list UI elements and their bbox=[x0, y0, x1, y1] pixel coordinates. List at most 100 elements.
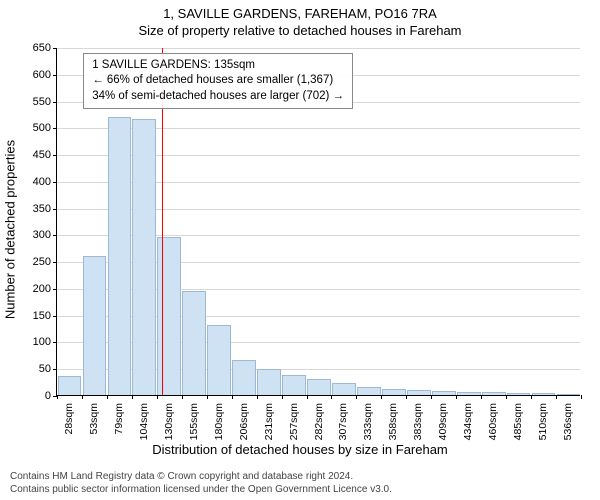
x-tick-label: 409sqm bbox=[437, 403, 449, 440]
histogram-bar bbox=[332, 383, 356, 395]
y-tick-label: 600 bbox=[21, 69, 51, 81]
y-tick-label: 300 bbox=[21, 229, 51, 241]
histogram-bar bbox=[557, 394, 581, 395]
y-tick-mark bbox=[53, 102, 57, 103]
histogram-bar bbox=[357, 387, 381, 395]
annotation-line3: 34% of semi-detached houses are larger (… bbox=[92, 89, 344, 105]
x-tick-label: 155sqm bbox=[188, 403, 200, 440]
histogram-bar bbox=[132, 119, 156, 395]
x-tick-mark bbox=[331, 395, 332, 399]
x-tick-mark bbox=[232, 395, 233, 399]
x-tick-mark bbox=[531, 395, 532, 399]
x-tick-mark bbox=[57, 395, 58, 399]
x-tick-label: 28sqm bbox=[63, 403, 75, 435]
x-tick-mark bbox=[282, 395, 283, 399]
chart-plot-area: 0501001502002503003504004505005506006502… bbox=[56, 48, 580, 396]
histogram-bar bbox=[532, 393, 556, 395]
histogram-bar bbox=[282, 375, 306, 395]
histogram-bar bbox=[457, 392, 481, 395]
y-tick-label: 550 bbox=[21, 96, 51, 108]
histogram-bar bbox=[108, 117, 132, 395]
x-tick-mark bbox=[381, 395, 382, 399]
x-tick-label: 104sqm bbox=[138, 403, 150, 440]
x-tick-label: 383sqm bbox=[412, 403, 424, 440]
histogram-bar bbox=[482, 392, 506, 395]
y-tick-label: 500 bbox=[21, 122, 51, 134]
x-tick-label: 460sqm bbox=[487, 403, 499, 440]
x-tick-label: 510sqm bbox=[537, 403, 549, 440]
y-tick-mark bbox=[53, 128, 57, 129]
y-tick-label: 350 bbox=[21, 203, 51, 215]
y-tick-label: 100 bbox=[21, 336, 51, 348]
chart-title-line2: Size of property relative to detached ho… bbox=[0, 21, 600, 38]
x-tick-label: 434sqm bbox=[462, 403, 474, 440]
x-tick-label: 180sqm bbox=[213, 403, 225, 440]
x-axis-label: Distribution of detached houses by size … bbox=[0, 442, 600, 457]
x-tick-label: 358sqm bbox=[387, 403, 399, 440]
y-tick-mark bbox=[53, 235, 57, 236]
histogram-bar bbox=[432, 391, 456, 395]
x-tick-mark bbox=[157, 395, 158, 399]
y-tick-mark bbox=[53, 342, 57, 343]
x-tick-mark bbox=[182, 395, 183, 399]
y-tick-mark bbox=[53, 209, 57, 210]
histogram-bar bbox=[307, 379, 331, 395]
x-tick-label: 257sqm bbox=[288, 403, 300, 440]
y-tick-mark bbox=[53, 262, 57, 263]
histogram-bar bbox=[507, 393, 531, 395]
x-tick-mark bbox=[307, 395, 308, 399]
x-tick-label: 206sqm bbox=[238, 403, 250, 440]
y-tick-label: 400 bbox=[21, 176, 51, 188]
x-tick-label: 282sqm bbox=[313, 403, 325, 440]
y-axis-label: Number of detached properties bbox=[3, 140, 18, 319]
chart-title-line1: 1, SAVILLE GARDENS, FAREHAM, PO16 7RA bbox=[0, 0, 600, 21]
footer-line2: Contains public sector information licen… bbox=[10, 484, 392, 497]
y-tick-label: 150 bbox=[21, 310, 51, 322]
x-tick-label: 79sqm bbox=[113, 403, 125, 435]
x-tick-mark bbox=[356, 395, 357, 399]
y-tick-mark bbox=[53, 316, 57, 317]
footer-line1: Contains HM Land Registry data © Crown c… bbox=[10, 471, 392, 484]
histogram-bar bbox=[232, 360, 256, 395]
x-tick-mark bbox=[132, 395, 133, 399]
y-tick-mark bbox=[53, 182, 57, 183]
x-tick-label: 231sqm bbox=[263, 403, 275, 440]
x-tick-mark bbox=[257, 395, 258, 399]
y-tick-label: 50 bbox=[21, 363, 51, 375]
x-tick-label: 536sqm bbox=[562, 403, 574, 440]
y-tick-label: 650 bbox=[21, 42, 51, 54]
histogram-bar bbox=[382, 389, 406, 395]
x-tick-mark bbox=[481, 395, 482, 399]
x-tick-mark bbox=[581, 395, 582, 399]
histogram-bar bbox=[407, 390, 431, 395]
chart-container: 1, SAVILLE GARDENS, FAREHAM, PO16 7RA Si… bbox=[0, 0, 600, 500]
footer-attribution: Contains HM Land Registry data © Crown c… bbox=[10, 471, 392, 496]
y-tick-label: 0 bbox=[21, 390, 51, 402]
histogram-bar bbox=[182, 291, 206, 395]
annotation-line1: 1 SAVILLE GARDENS: 135sqm bbox=[92, 58, 344, 74]
histogram-bar bbox=[83, 256, 107, 395]
x-tick-mark bbox=[82, 395, 83, 399]
grid-line bbox=[57, 48, 580, 49]
x-tick-mark bbox=[506, 395, 507, 399]
x-tick-label: 333sqm bbox=[362, 403, 374, 440]
x-tick-mark bbox=[456, 395, 457, 399]
y-tick-mark bbox=[53, 75, 57, 76]
annotation-box: 1 SAVILLE GARDENS: 135sqm← 66% of detach… bbox=[83, 53, 353, 110]
histogram-bar bbox=[257, 369, 281, 395]
x-tick-label: 53sqm bbox=[88, 403, 100, 435]
x-tick-mark bbox=[556, 395, 557, 399]
x-tick-label: 485sqm bbox=[512, 403, 524, 440]
y-tick-mark bbox=[53, 289, 57, 290]
x-tick-label: 307sqm bbox=[337, 403, 349, 440]
x-tick-mark bbox=[107, 395, 108, 399]
annotation-line2: ← 66% of detached houses are smaller (1,… bbox=[92, 73, 344, 89]
histogram-bar bbox=[207, 325, 231, 395]
y-tick-label: 200 bbox=[21, 283, 51, 295]
x-tick-mark bbox=[406, 395, 407, 399]
plot: 0501001502002503003504004505005506006502… bbox=[56, 48, 580, 396]
y-tick-label: 450 bbox=[21, 149, 51, 161]
x-tick-label: 130sqm bbox=[163, 403, 175, 440]
x-tick-mark bbox=[431, 395, 432, 399]
histogram-bar bbox=[58, 376, 82, 395]
